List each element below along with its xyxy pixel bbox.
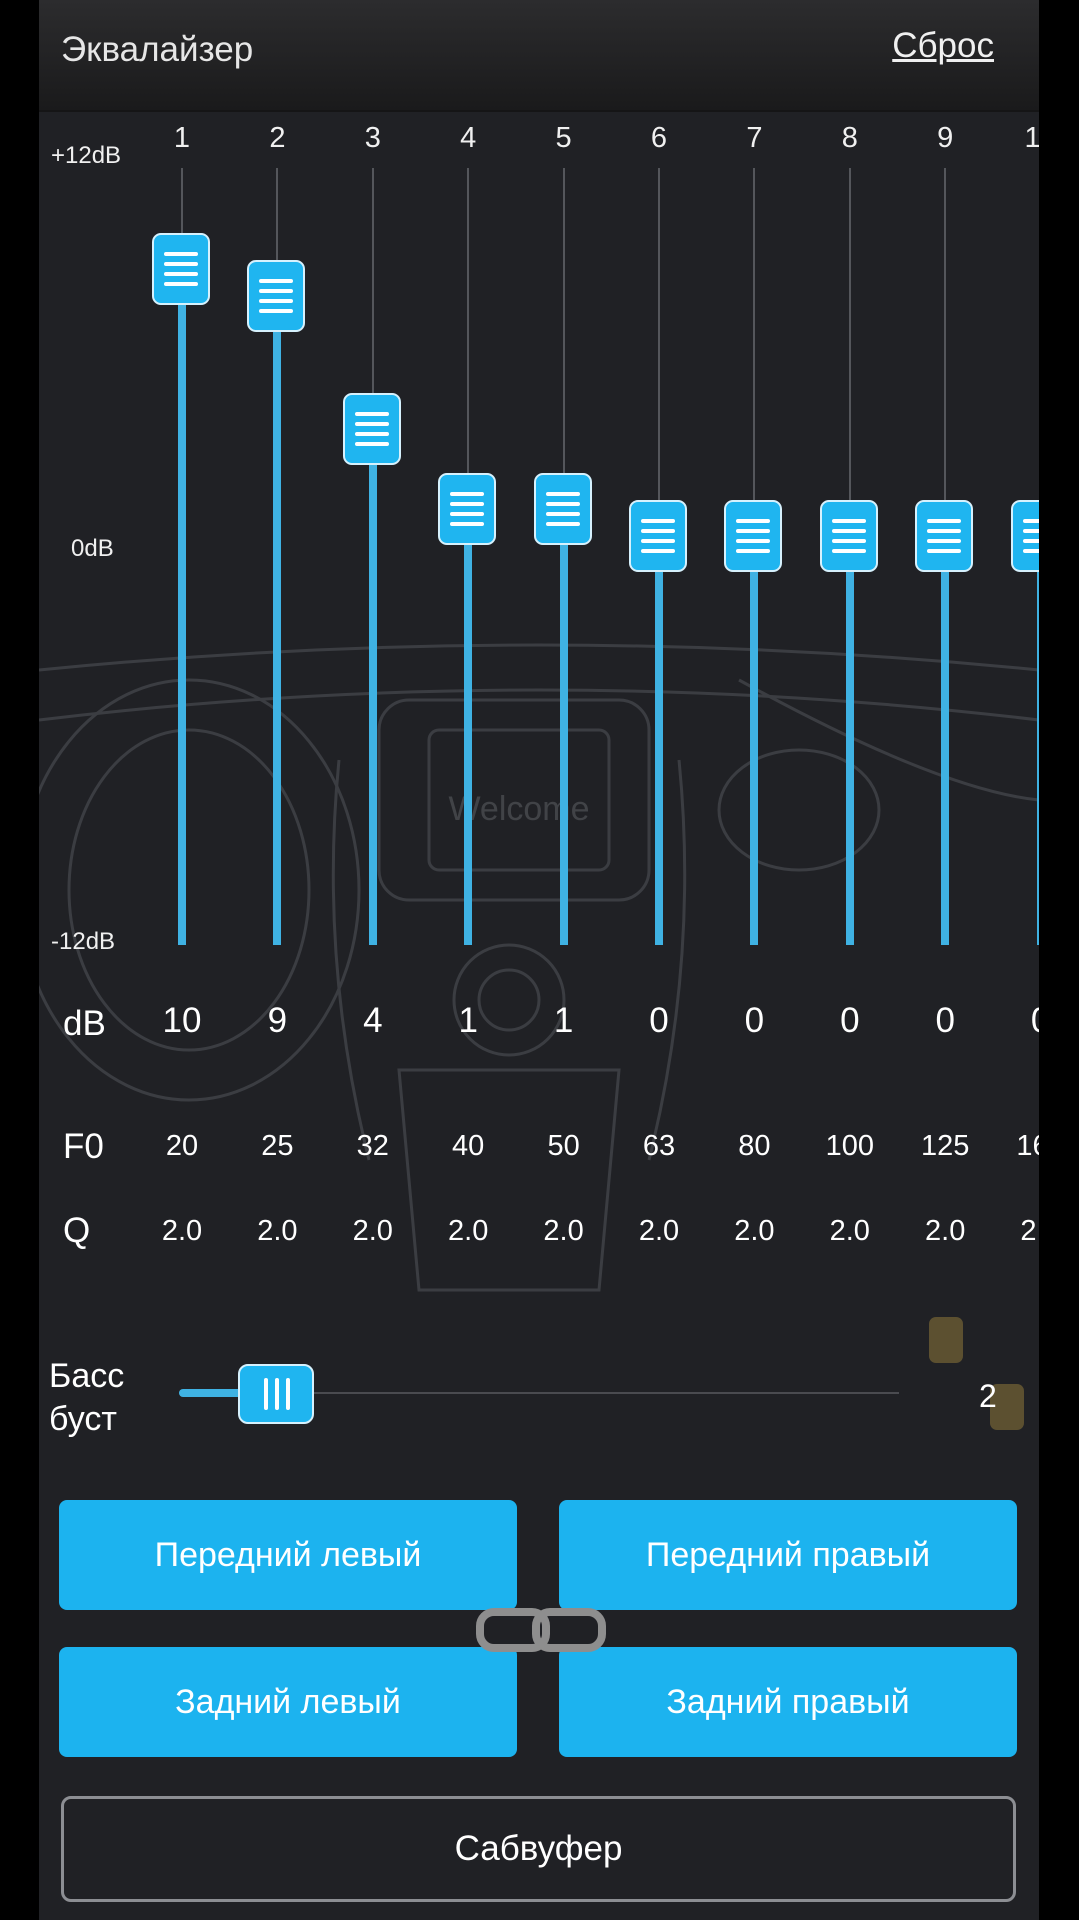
rear-right-button[interactable]: Задний правый xyxy=(559,1647,1017,1757)
band-number: 9 xyxy=(937,122,954,154)
db-row-label: dB xyxy=(63,1004,106,1043)
band-number: 7 xyxy=(746,122,763,154)
band-db-value: 0 xyxy=(649,1001,669,1040)
band-f0-value: 50 xyxy=(547,1130,580,1162)
band-db-value: 0 xyxy=(993,1001,1039,1041)
band-level-fill xyxy=(273,296,282,945)
band-q-value: 2.0 xyxy=(1020,1215,1039,1247)
band-db-value: 9 xyxy=(267,1001,288,1040)
eq-band-3: 3 4 32 2.0 xyxy=(325,118,421,1268)
band-level-fill xyxy=(750,536,759,945)
band-number: 6 xyxy=(650,122,668,154)
band-slider-handle[interactable] xyxy=(152,233,210,306)
band-q-value: 2.0 xyxy=(257,1215,298,1247)
band-slider-handle[interactable] xyxy=(247,260,306,332)
scale-top-label: +12dB xyxy=(51,142,122,169)
band-q-value: 2.0 xyxy=(925,1215,966,1247)
band-db-value: 0 xyxy=(840,1001,860,1040)
band-level-fill xyxy=(1036,536,1039,945)
link-icon[interactable] xyxy=(476,1608,606,1652)
bass-boost-slider-handle[interactable] xyxy=(238,1364,314,1424)
band-db-value: 0 xyxy=(744,1001,765,1040)
q-row-label: Q xyxy=(63,1211,91,1250)
band-slider-handle[interactable] xyxy=(342,393,401,466)
band-db-value: 0 xyxy=(935,1001,955,1040)
eq-band-8: 8 0 100 2.0 xyxy=(802,118,898,1268)
eq-band-1: 1 10 20 2.0 xyxy=(134,118,230,1268)
band-f0-value: 40 xyxy=(452,1130,485,1162)
band-f0-value: 160 xyxy=(1016,1130,1039,1162)
band-number: 1 xyxy=(173,122,191,154)
eq-band-7: 7 0 80 2.0 xyxy=(706,118,802,1268)
band-number: 10 xyxy=(1024,122,1039,154)
page-title: Эквалайзер xyxy=(61,30,254,69)
band-f0-value: 32 xyxy=(356,1130,389,1162)
band-level-fill xyxy=(845,536,854,945)
band-level-fill xyxy=(655,536,663,945)
band-q-value: 2.0 xyxy=(734,1215,775,1247)
band-number: 8 xyxy=(841,122,858,154)
band-q-value: 2.0 xyxy=(448,1215,489,1247)
band-db-value: 1 xyxy=(553,1001,574,1040)
overlay-marker xyxy=(929,1317,963,1363)
band-level-fill xyxy=(368,429,377,945)
band-slider-handle[interactable] xyxy=(629,500,687,572)
band-level-fill xyxy=(178,269,186,945)
band-q-value: 2.0 xyxy=(161,1215,203,1247)
band-f0-value: 63 xyxy=(642,1130,676,1162)
eq-band-10: 10 0 160 2.0 xyxy=(993,118,1039,1268)
band-slider-handle[interactable] xyxy=(533,473,592,546)
band-slider-handle[interactable] xyxy=(1010,500,1039,572)
scale-bottom-label: -12dB xyxy=(51,928,116,955)
reset-button[interactable]: Сброс xyxy=(892,26,994,65)
bass-boost-label-line1: Басс xyxy=(49,1357,125,1395)
band-q-value: 2.0 xyxy=(543,1215,584,1247)
band-number: 5 xyxy=(555,122,572,154)
band-f0-value: 100 xyxy=(825,1130,874,1162)
band-db-value: 1 xyxy=(458,1001,478,1040)
app-header: Эквалайзер Сброс xyxy=(39,0,1039,112)
band-db-value: 10 xyxy=(162,1001,202,1040)
band-level-fill xyxy=(559,509,568,945)
band-slider-handle[interactable] xyxy=(915,500,974,572)
band-f0-value: 125 xyxy=(920,1130,970,1162)
band-q-value: 2.0 xyxy=(352,1215,393,1247)
band-level-fill xyxy=(464,509,473,945)
band-q-value: 2.0 xyxy=(638,1215,680,1247)
bass-boost-value: 2 xyxy=(979,1378,997,1414)
front-right-button[interactable]: Передний правый xyxy=(559,1500,1017,1610)
eq-band-5: 5 1 50 2.0 xyxy=(516,118,612,1268)
band-number: 2 xyxy=(269,122,286,154)
equalizer-panel: Welcome Эквалайзер Сброс +12dB 0dB -12dB… xyxy=(39,0,1039,1920)
overlay-marker xyxy=(990,1384,1024,1430)
equalizer-bands: +12dB 0dB -12dB dB F0 Q 1 10 20 2.0 2 9 25 2.0 3… xyxy=(39,0,1039,1300)
band-slider-handle[interactable] xyxy=(819,500,878,572)
eq-band-4: 4 1 40 2.0 xyxy=(420,118,516,1268)
band-number: 4 xyxy=(460,122,477,154)
front-left-button[interactable]: Передний левый xyxy=(59,1500,517,1610)
eq-band-9: 9 0 125 2.0 xyxy=(897,118,993,1268)
band-f0-value: 20 xyxy=(165,1130,199,1162)
eq-band-2: 2 9 25 2.0 xyxy=(229,118,325,1268)
f0-row-label: F0 xyxy=(63,1127,104,1166)
band-f0-value: 25 xyxy=(261,1130,294,1162)
scale-mid-label: 0dB xyxy=(71,535,114,562)
band-level-fill xyxy=(941,536,950,945)
band-slider-handle[interactable] xyxy=(438,473,497,546)
band-number: 3 xyxy=(364,122,381,154)
band-f0-value: 80 xyxy=(738,1130,771,1162)
bass-boost-track[interactable] xyxy=(179,1392,899,1394)
band-slider-handle[interactable] xyxy=(724,500,783,572)
bass-boost-label: Басс буст xyxy=(49,1355,124,1441)
subwoofer-button[interactable]: Сабвуфер xyxy=(61,1796,1016,1902)
rear-left-button[interactable]: Задний левый xyxy=(59,1647,517,1757)
bass-boost-fill xyxy=(179,1389,276,1397)
band-q-value: 2.0 xyxy=(829,1215,870,1247)
eq-band-6: 6 0 63 2.0 xyxy=(611,118,707,1268)
bass-boost-label-line2: буст xyxy=(49,1400,117,1438)
band-db-value: 4 xyxy=(363,1001,383,1040)
